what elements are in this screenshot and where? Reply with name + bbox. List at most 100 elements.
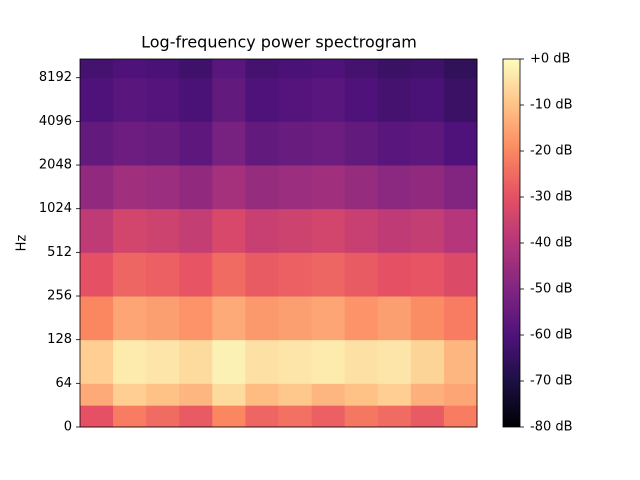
heatmap-cell — [245, 165, 279, 210]
y-tick-label: 512 — [47, 245, 72, 260]
heatmap-cell — [146, 296, 180, 341]
heatmap-cell — [212, 208, 246, 253]
heatmap-cell — [80, 252, 114, 297]
heatmap-cell — [344, 296, 379, 341]
colorbar-tick-label: +0 dB — [530, 52, 570, 67]
heatmap-cell — [344, 165, 379, 210]
heatmap-cell — [377, 121, 412, 166]
colorbar-tick-label: -20 dB — [530, 144, 573, 159]
y-tick-label: 8192 — [39, 70, 72, 85]
heatmap-cell — [311, 208, 346, 253]
heatmap-cell — [377, 77, 412, 122]
heatmap-cell — [443, 121, 478, 166]
heatmap-cell — [245, 405, 279, 428]
heatmap-cell — [179, 121, 213, 166]
plot-frame — [79, 58, 478, 428]
heatmap-cell — [443, 77, 478, 122]
heatmap-cell — [377, 59, 412, 79]
heatmap-cell — [377, 296, 412, 341]
heatmap-cell — [344, 121, 379, 166]
heatmap-cell — [278, 252, 313, 297]
heatmap-cell — [113, 252, 147, 297]
heatmap-cell — [212, 296, 246, 341]
heatmap-cell — [179, 252, 213, 297]
heatmap-cell — [278, 165, 313, 210]
heatmap-cell — [245, 339, 279, 384]
colorbar — [502, 58, 521, 428]
heatmap-cell — [278, 405, 313, 428]
heatmap-cell — [443, 252, 478, 297]
heatmap-cell — [311, 59, 346, 79]
y-tick-label: 4096 — [39, 114, 72, 129]
heatmap-cell — [311, 121, 346, 166]
heatmap-cell — [278, 339, 313, 384]
heatmap-cell — [245, 121, 279, 166]
heatmap-cell — [179, 165, 213, 210]
heatmap-cell — [80, 296, 114, 341]
heatmap-cell — [311, 405, 346, 428]
heatmap-cell — [344, 405, 379, 428]
heatmap-cell — [212, 77, 246, 122]
y-tick-label: 64 — [55, 376, 72, 391]
heatmap-cell — [80, 165, 114, 210]
heatmap-cell — [344, 252, 379, 297]
heatmap-cell — [443, 59, 478, 79]
heatmap-cell — [245, 77, 279, 122]
heatmap-cell — [179, 296, 213, 341]
heatmap-cell — [311, 383, 346, 406]
heatmap-cell — [179, 383, 213, 406]
heatmap-cell — [377, 165, 412, 210]
heatmap-cell — [212, 339, 246, 384]
heatmap-cell — [113, 296, 147, 341]
heatmap-cell — [245, 59, 279, 79]
heatmap-cell — [278, 59, 313, 79]
heatmap-cell — [212, 383, 246, 406]
heatmap-cell — [179, 339, 213, 384]
heatmap-cell — [443, 339, 478, 384]
heatmap-cell — [278, 77, 313, 122]
colorbar-tick-label: -50 dB — [530, 282, 573, 297]
heatmap-cell — [113, 208, 147, 253]
heatmap-cell — [410, 208, 445, 253]
heatmap-cell — [377, 252, 412, 297]
heatmap-cell — [245, 296, 279, 341]
heatmap-cell — [410, 77, 445, 122]
heatmap-cell — [179, 77, 213, 122]
heatmap-cell — [245, 252, 279, 297]
heatmap-cell — [311, 165, 346, 210]
colorbar-tick-label: -70 dB — [530, 374, 573, 389]
heatmap-cell — [311, 339, 346, 384]
heatmap-cell — [410, 405, 445, 428]
heatmap-cell — [146, 405, 180, 428]
heatmap-cell — [443, 405, 478, 428]
heatmap-cell — [344, 339, 379, 384]
heatmap-cell — [410, 339, 445, 384]
heatmap-cell — [146, 59, 180, 79]
heatmap-cell — [146, 165, 180, 210]
heatmap-cell — [410, 121, 445, 166]
heatmap-cell — [80, 208, 114, 253]
heatmap-cell — [146, 121, 180, 166]
heatmap-cell — [80, 77, 114, 122]
colorbar-tick-label: -40 dB — [530, 236, 573, 251]
heatmap-cell — [344, 77, 379, 122]
heatmap-cell — [311, 77, 346, 122]
heatmap-cell — [443, 208, 478, 253]
heatmap-cell — [146, 208, 180, 253]
colorbar-tick-label: -10 dB — [530, 98, 573, 113]
heatmap-cell — [278, 296, 313, 341]
heatmap-cell — [443, 165, 478, 210]
heatmap-cell — [80, 121, 114, 166]
heatmap-cell — [410, 252, 445, 297]
heatmap-cell — [377, 208, 412, 253]
heatmap-cell — [410, 59, 445, 79]
heatmap-cell — [146, 339, 180, 384]
y-tick-label: 128 — [47, 332, 72, 347]
heatmap-cell — [212, 405, 246, 428]
heatmap-cell — [377, 339, 412, 384]
heatmap-cell — [113, 339, 147, 384]
y-axis-label: Hz — [15, 235, 30, 252]
y-tick-label: 256 — [47, 289, 72, 304]
heatmap-cell — [113, 383, 147, 406]
